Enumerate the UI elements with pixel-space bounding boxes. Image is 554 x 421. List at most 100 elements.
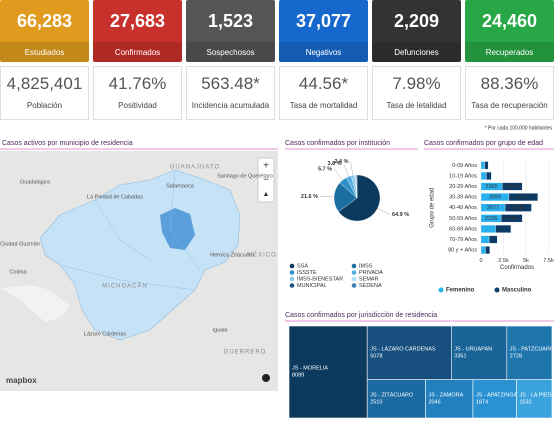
place-label: La Piedad de Cabadas (87, 194, 143, 200)
kpi-tile: 27,683 Confirmados (93, 0, 182, 62)
kpi-label: Defunciones (372, 42, 461, 62)
legend-swatch (289, 276, 295, 282)
place-label: Santiago de Querétaro (217, 173, 273, 179)
legend-swatch (494, 287, 500, 293)
rate-value: 44.56* (298, 74, 349, 93)
chart-title: Casos confirmados por jurisdicción de re… (285, 312, 437, 319)
treemap-cell (288, 325, 368, 419)
legend-swatch (289, 283, 295, 288)
kpi-label: Confirmados (93, 42, 182, 62)
y-axis-title: Grupo de edad (430, 188, 436, 228)
cell-name: JS - LA PIEDAD (519, 392, 554, 398)
bar (480, 246, 486, 255)
rate-tile: 41.76% Positividad (93, 66, 182, 120)
bar (495, 224, 512, 233)
kpi-value: 1,523 (207, 10, 254, 31)
bar (480, 235, 490, 244)
y-tick-label: 50-59 Años (449, 216, 477, 222)
zoom-control[interactable] (257, 157, 275, 203)
rate-tile: 563.48* Incidencia acumulada (186, 66, 275, 120)
legend-label: SEDENA (359, 283, 382, 289)
legend-swatch (289, 270, 295, 275)
cell-value: 8089 (292, 372, 304, 378)
place-label: Colima (9, 269, 27, 275)
kpi-label: Estudiados (0, 42, 89, 62)
zoom-out[interactable]: − (263, 175, 269, 186)
bar-label: 2677 (487, 205, 499, 211)
place-label: Ciudad Guzmán (0, 241, 40, 247)
zoom-in[interactable]: + (263, 161, 269, 172)
place-label: MICHOACÁN (102, 283, 148, 290)
bar (488, 235, 498, 244)
cell-value: 5078 (370, 353, 382, 359)
rate-label: Población (26, 101, 63, 110)
treemap-cell (506, 325, 553, 380)
bar (486, 171, 492, 180)
place-label: MÉXICO (247, 252, 277, 259)
rate-value: 88.36% (480, 74, 539, 93)
kpi-label: Sospechosos (186, 42, 275, 62)
legend-label: Masculino (502, 288, 532, 294)
bar (480, 224, 496, 233)
chart-title: Casos confirmados por institución (285, 140, 390, 147)
place-label: Salamanca (166, 183, 194, 189)
pie-label: 5.7 % (318, 166, 332, 172)
x-tick-label: 5k (523, 258, 529, 264)
kpi-tile: 24,460 Recuperados (465, 0, 554, 62)
leader-line (333, 168, 343, 181)
bar-label: 2358 (506, 216, 518, 222)
legend-label: PRIVADA (359, 270, 383, 276)
bar (484, 161, 489, 170)
rate-value: 7.98% (392, 74, 441, 93)
kpi-value: 66,283 (16, 10, 73, 31)
cell-name: JS - ZITÁCUARO (370, 391, 414, 398)
place-label: Guadalajara (20, 179, 51, 185)
pie-label: 2.4 % (334, 159, 348, 165)
kpi-tile: 66,283 Estudiados (0, 0, 89, 62)
legend-label: IMSS (359, 263, 373, 269)
place-label: Heroica Zitácuaro (210, 252, 253, 258)
legend-label: MUNICIPAL (297, 283, 327, 289)
y-tick-label: 30-39 Años (449, 195, 477, 201)
x-tick-label: 7.5k (543, 258, 554, 264)
bar-label: 2930 (512, 205, 524, 211)
kpi-value: 2,209 (393, 10, 440, 31)
cell-name: JS - APATZINGÁN (476, 391, 521, 398)
y-tick-label: 10-19 Años (449, 173, 477, 179)
kpi-tile: 2,209 Defunciones (372, 0, 461, 62)
cell-value: 1874 (476, 399, 488, 405)
treemap-cell (425, 379, 474, 419)
map-title: Casos activos por municipio de residenci… (2, 140, 133, 147)
rate-label: Tasa de mortalidad (289, 101, 358, 110)
info-button[interactable] (262, 374, 270, 382)
cell-value: 1532 (519, 399, 531, 405)
rate-label: Incidencia acumulada (191, 101, 270, 110)
kpi-tile: 1,523 Sospechosos (186, 0, 275, 62)
y-tick-label: 20-29 Años (449, 184, 477, 190)
pie-slice (338, 174, 381, 222)
cell-name: JS - PATZCUARO (510, 346, 554, 352)
legend-swatch (438, 287, 444, 293)
treemap-cell (366, 325, 452, 380)
cell-value: 2728 (510, 353, 522, 359)
bar (500, 214, 523, 223)
legend-swatch (351, 263, 357, 269)
treemap-cell (366, 379, 426, 419)
leader-line (320, 196, 335, 198)
bar-label: 2365 (486, 184, 498, 190)
kpi-value: 27,683 (109, 10, 166, 31)
rate-label: Tasa de letalidad (386, 101, 447, 110)
cell-value: 3351 (454, 353, 466, 359)
place-label: Iguala (213, 327, 229, 333)
treemap-cell (451, 325, 508, 380)
y-tick-label: 40-49 Años (449, 205, 477, 211)
bar-label: 3212 (517, 195, 529, 201)
legend-label: Femenino (446, 288, 475, 294)
compass[interactable]: ▲ (263, 191, 270, 198)
cell-name: JS - ZAMORA (428, 392, 463, 398)
map-attribution: mapbox (6, 376, 37, 385)
pie-label: 21.6 % (301, 194, 318, 200)
chart-title: Casos confirmados por grupo de edad (424, 140, 543, 147)
